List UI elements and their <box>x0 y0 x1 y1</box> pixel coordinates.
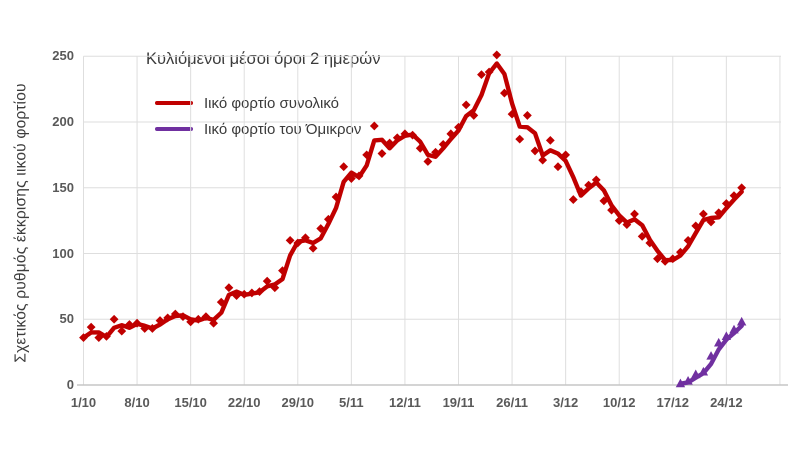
x-tick-label: 15/10 <box>174 395 207 410</box>
legend-item-omicron: Ιικό φορτίο του Όμικρον <box>155 116 361 142</box>
x-tick-label: 24/12 <box>710 395 743 410</box>
chart-title: Κυλιόμενοι μέσοι όροι 2 ημερών <box>146 50 381 68</box>
omicron-line-swatch <box>155 126 193 132</box>
x-tick-label: 5/11 <box>339 395 364 410</box>
y-tick-label: 250 <box>52 48 74 64</box>
y-tick-label: 0 <box>66 377 74 392</box>
total-line-swatch <box>155 100 193 106</box>
y-tick-label: 200 <box>52 114 74 129</box>
x-tick-label: 12/11 <box>389 395 421 410</box>
x-tick-label: 8/10 <box>124 395 150 410</box>
legend-label-omicron: Ιικό φορτίο του Όμικρον <box>204 120 362 138</box>
y-tick-label: 150 <box>52 179 74 195</box>
x-tick-label: 1/10 <box>70 395 97 410</box>
legend: Ιικό φορτίο συνολικό Ιικό φορτίο του Όμι… <box>155 90 361 142</box>
x-tick-label: 3/12 <box>552 395 579 410</box>
x-tick-label: 22/10 <box>227 395 261 410</box>
y-tick-label: 100 <box>52 245 74 261</box>
x-tick-label: 17/12 <box>656 395 690 410</box>
x-tick-label: 19/11 <box>442 395 475 410</box>
x-tick-label: 29/10 <box>281 395 315 410</box>
y-tick-label: 50 <box>59 311 74 327</box>
legend-item-total: Ιικό φορτίο συνολικό <box>155 90 361 116</box>
legend-label-total: Ιικό φορτίο συνολικό <box>204 94 339 112</box>
x-tick-label: 26/11 <box>496 395 528 410</box>
x-tick-label: 10/12 <box>602 395 636 410</box>
